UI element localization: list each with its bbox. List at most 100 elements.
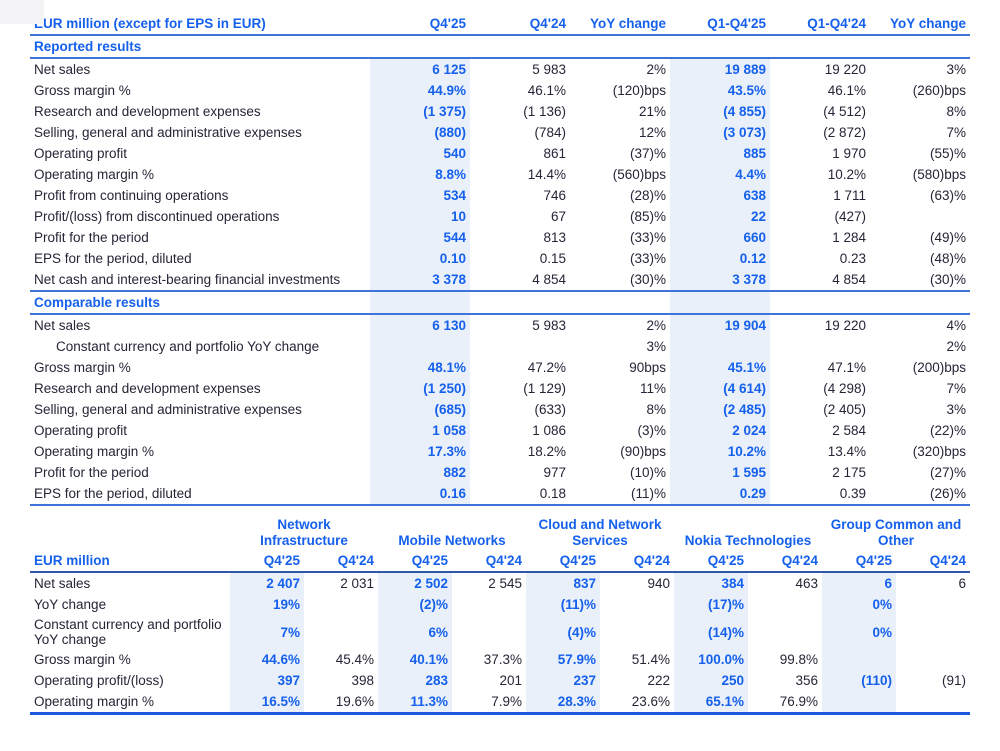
cell: (1 375): [370, 101, 470, 122]
cell: 13.4%: [827, 444, 866, 459]
cell: 4.4%: [670, 164, 770, 185]
segment-subheader-row: EUR million Q4'25 Q4'24 Q4'25 Q4'24 Q4'2…: [30, 550, 971, 573]
cell: 3 378: [670, 269, 770, 291]
subcol-q425: Q4'25: [526, 550, 601, 573]
cell: 0.29: [670, 483, 770, 506]
cell: 3 378: [370, 269, 470, 291]
cell: 2 407: [230, 572, 304, 594]
cell: 6 125: [370, 58, 470, 80]
table-row: Operating profit/(loss) 397 398 283 201 237 22…: [30, 670, 970, 691]
cell: (2 405): [823, 402, 866, 417]
cell: 99.8%: [779, 652, 819, 667]
row-label: Constant currency and portfolio YoY chan…: [56, 339, 320, 354]
row-label: EPS for the period, diluted: [30, 483, 370, 506]
cell: 10.2%: [670, 441, 770, 462]
row-label: Net sales: [34, 318, 91, 333]
cell: [896, 594, 970, 615]
row-label: Net cash and interest-bearing financial …: [34, 272, 341, 287]
cell: (200)bps: [912, 360, 966, 375]
cell: 44.6%: [230, 649, 304, 670]
column-header-yoy-2: YoY change: [870, 13, 970, 36]
table-row: Constant currency and portfolio YoY chan…: [30, 336, 970, 357]
section-header-row: Comparable results: [30, 290, 970, 315]
cell: (3)%: [637, 423, 666, 438]
cell: (784): [534, 125, 566, 140]
cell: (110): [822, 670, 897, 691]
cell: [870, 290, 970, 315]
cell: (633): [534, 402, 566, 417]
cell: (10)%: [629, 465, 666, 480]
table-row: Operating margin % 17.3% 18.2% (90)bps 10.2%…: [30, 441, 970, 462]
cell: 2 031: [340, 576, 375, 591]
cell: 28.3%: [526, 691, 601, 715]
top-table-title: EUR million (except for EPS in EUR): [30, 13, 370, 36]
cell: 47.1%: [827, 360, 866, 375]
cell: 2%: [946, 339, 966, 354]
cell: 813: [543, 230, 566, 245]
cell: (55)%: [929, 146, 966, 161]
row-label: Constant currency and portfolio YoY chan…: [34, 617, 222, 647]
cell: [370, 336, 470, 357]
group-header-group-common-other: Group Common and Other: [830, 517, 962, 548]
cell: 11%: [639, 381, 666, 396]
blank-cell: [30, 515, 230, 550]
cell: 2 545: [488, 576, 523, 591]
table-row: Operating margin % 8.8% 14.4% (560)bps 4.4% 1…: [30, 164, 970, 185]
cell: 977: [543, 465, 566, 480]
row-label: Operating margin %: [34, 444, 155, 459]
cell: 6: [958, 576, 967, 591]
cell: 7.9%: [452, 691, 527, 715]
cell: 7%: [946, 125, 966, 140]
cell: 0%: [822, 615, 897, 649]
cell: (2 485): [670, 399, 770, 420]
cell: [670, 336, 770, 357]
cell: 544: [370, 227, 470, 248]
cell: [896, 691, 971, 715]
cell: [600, 615, 674, 649]
row-label: YoY change: [34, 597, 107, 612]
cell: 45.1%: [670, 357, 770, 378]
table-row: YoY change 19% (2)% (11)% (17)% 0%: [30, 594, 970, 615]
cell: 44.9%: [370, 80, 470, 101]
cell: 0.39: [770, 483, 870, 506]
cell: 3%: [946, 62, 966, 77]
cell: 660: [670, 227, 770, 248]
cell: 57.9%: [526, 649, 601, 670]
cell: (320)bps: [912, 444, 966, 459]
cell: (580)bps: [912, 167, 966, 182]
cell: 398: [351, 673, 375, 688]
segment-table-body: Net sales 2 407 2 031 2 502 2 545 837 940 384 46…: [30, 572, 971, 715]
table-row: Gross margin % 44.9% 46.1% (120)bps 43.5% 46.…: [30, 80, 970, 101]
table-row: Net sales 6 130 5 983 2% 19 904 19 220 4%: [30, 314, 970, 336]
row-label: Operating profit: [34, 146, 128, 161]
cell: 16.5%: [230, 691, 304, 715]
cell: (3 073): [670, 122, 770, 143]
cell: 4 854: [832, 272, 866, 287]
cell: 2 024: [670, 420, 770, 441]
column-header-q424: Q4'24: [470, 13, 570, 36]
cell: (4 298): [823, 381, 866, 396]
cell: [770, 290, 870, 315]
table-row: Constant currency and portfolio YoY chan…: [30, 615, 970, 649]
cell: 1 595: [670, 462, 770, 483]
cell: 90bps: [629, 360, 666, 375]
cell: [870, 34, 970, 59]
consolidated-results-table: EUR million (except for EPS in EUR) Q4'2…: [30, 13, 970, 506]
cell: 2%: [646, 318, 666, 333]
cell: 8%: [646, 402, 666, 417]
cell: 2 175: [832, 465, 866, 480]
table-row: Selling, general and administrative expe…: [30, 122, 970, 143]
section-header-row: Reported results: [30, 34, 970, 59]
cell: 11.3%: [378, 691, 453, 715]
group-header-mobile-networks: Mobile Networks: [398, 533, 506, 548]
row-label: Gross margin %: [34, 360, 131, 375]
cell: 46.1%: [527, 83, 566, 98]
cell: 10: [370, 206, 470, 227]
cell: 8.8%: [370, 164, 470, 185]
cell: 6%: [378, 615, 453, 649]
table-row: Profit from continuing operations 534 746 (…: [30, 185, 970, 206]
row-label: Research and development expenses: [34, 104, 261, 119]
row-label: Gross margin %: [34, 652, 131, 667]
cell: 201: [499, 673, 523, 688]
